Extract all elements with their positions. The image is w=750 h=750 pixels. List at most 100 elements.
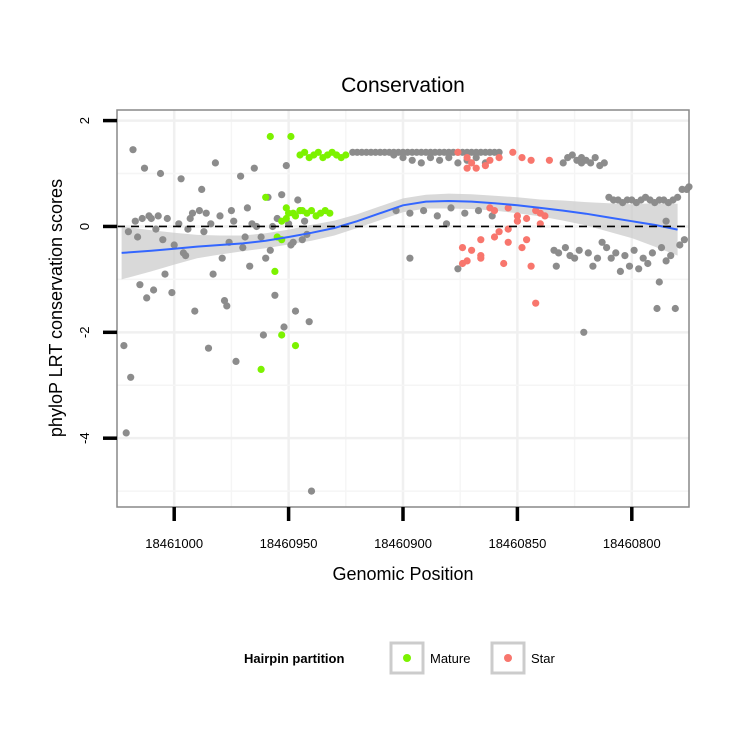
point-star <box>468 159 476 167</box>
point-star <box>545 156 554 164</box>
point-mature <box>326 209 334 217</box>
point-star <box>454 148 462 156</box>
point-other <box>246 262 254 270</box>
point-other <box>131 217 139 225</box>
point-mature <box>287 132 295 141</box>
point-other <box>278 191 286 199</box>
point-other <box>667 252 675 260</box>
point-other <box>621 252 629 260</box>
legend-label-mature: Mature <box>430 651 470 666</box>
point-other <box>676 241 684 249</box>
point-mature <box>301 148 309 156</box>
point-star <box>463 154 471 162</box>
point-star <box>523 236 531 244</box>
point-other <box>179 249 187 257</box>
points-layer <box>120 132 693 495</box>
point-other <box>591 154 599 162</box>
point-other <box>243 204 251 212</box>
point-other <box>593 254 602 262</box>
point-mature <box>289 209 297 217</box>
point-star <box>463 257 471 265</box>
x-tick-label: 18461000 <box>145 536 203 551</box>
point-other <box>298 236 306 244</box>
y-tick-label: -2 <box>77 327 92 339</box>
point-other <box>571 254 579 262</box>
point-star <box>527 156 535 164</box>
point-other <box>589 262 597 270</box>
point-other <box>495 148 503 156</box>
point-star <box>527 262 535 270</box>
point-star <box>490 233 499 241</box>
x-tick-label: 18460800 <box>603 536 661 551</box>
point-other <box>301 217 309 225</box>
point-star <box>541 212 549 220</box>
point-other <box>129 146 137 154</box>
point-mature <box>266 132 274 141</box>
point-other <box>122 429 130 437</box>
point-other <box>680 236 689 244</box>
point-other <box>127 373 135 381</box>
y-tick-label: 2 <box>77 117 92 124</box>
point-other <box>561 244 570 252</box>
point-other <box>152 225 160 233</box>
point-other <box>230 217 238 225</box>
point-mature <box>291 342 300 350</box>
point-other <box>291 307 300 315</box>
point-mature <box>271 267 279 275</box>
x-tick-label: 18460950 <box>260 536 318 551</box>
legend-label-star: Star <box>531 651 556 666</box>
point-other <box>305 318 313 326</box>
point-other <box>271 291 279 299</box>
point-other <box>644 259 652 268</box>
point-other <box>202 209 210 217</box>
point-star <box>523 214 531 223</box>
smooth-line-layer <box>121 199 678 254</box>
point-star <box>495 154 503 162</box>
point-other <box>390 151 398 159</box>
point-other <box>472 154 480 162</box>
legend-title: Hairpin partition <box>244 651 344 666</box>
point-other <box>445 154 453 162</box>
point-other <box>420 207 428 215</box>
point-other <box>170 241 178 249</box>
point-star <box>536 220 544 228</box>
point-other <box>674 193 682 201</box>
point-star <box>504 238 512 246</box>
point-other <box>603 244 611 252</box>
point-other <box>559 159 567 167</box>
point-other <box>568 151 576 159</box>
point-other <box>136 281 144 289</box>
point-other <box>161 270 169 278</box>
point-other <box>639 254 647 262</box>
point-other <box>184 225 192 233</box>
legend-dot-star <box>504 654 512 662</box>
point-other <box>257 233 265 241</box>
point-mature <box>262 193 270 201</box>
point-other <box>177 175 185 183</box>
point-other <box>163 214 171 223</box>
legend: Hairpin partition Mature Star <box>244 641 556 675</box>
point-other <box>209 270 217 278</box>
point-star <box>481 162 489 170</box>
point-other <box>200 228 208 236</box>
point-other <box>580 328 588 336</box>
point-other <box>159 236 167 244</box>
point-star <box>518 244 526 252</box>
point-other <box>232 357 240 365</box>
point-star <box>490 207 499 215</box>
point-other <box>436 156 444 164</box>
point-other <box>612 249 620 257</box>
point-other <box>280 323 288 331</box>
x-tick-label: 18460900 <box>374 536 432 551</box>
point-other <box>635 265 643 273</box>
point-other <box>154 212 162 220</box>
point-star <box>532 299 540 307</box>
point-other <box>474 207 483 215</box>
point-star <box>509 148 517 156</box>
point-star <box>477 254 485 262</box>
point-other <box>211 159 219 167</box>
point-mature <box>278 217 286 225</box>
point-mature <box>342 151 350 159</box>
y-tick-label: 0 <box>77 223 92 230</box>
point-other <box>204 344 213 352</box>
